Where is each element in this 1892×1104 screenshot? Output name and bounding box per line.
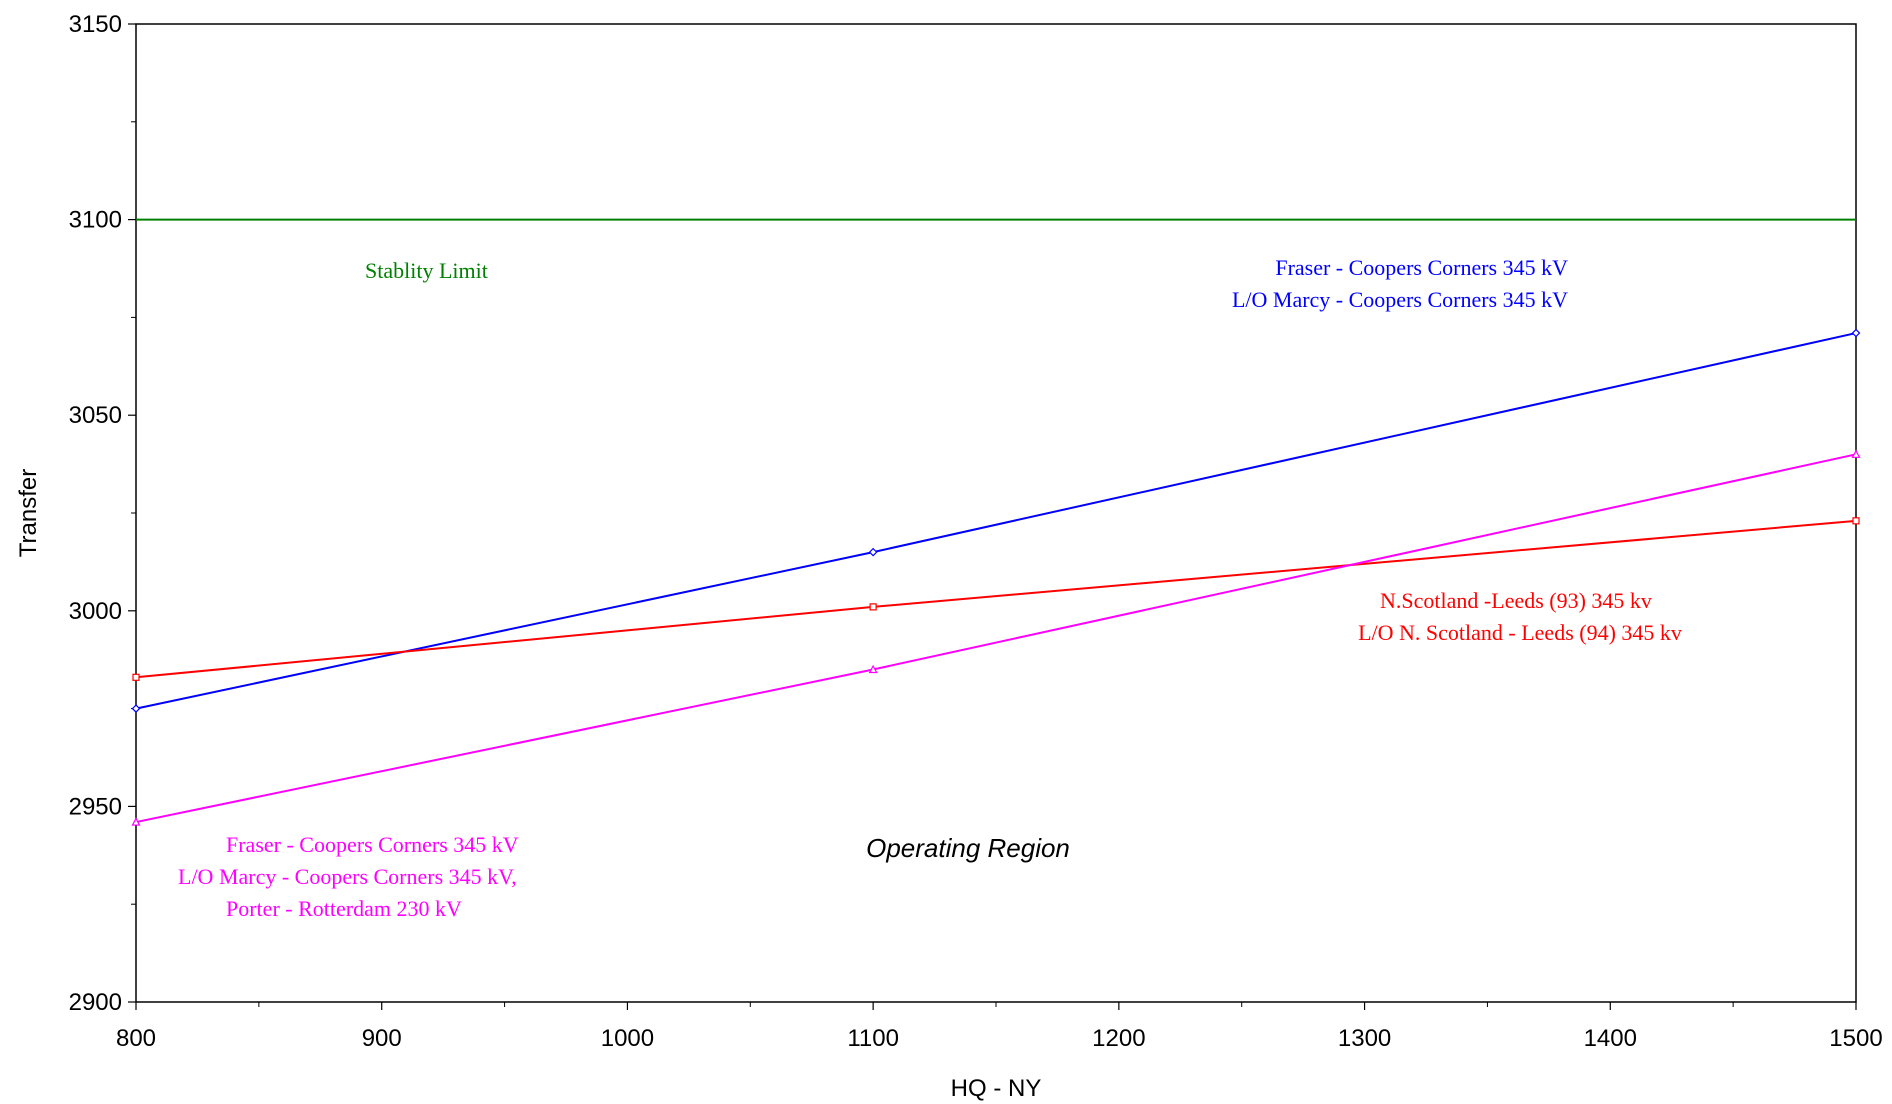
data-point-magenta [131,817,141,826]
x-tick-label: 1400 [1584,1025,1637,1052]
x-tick-label: 1300 [1338,1025,1391,1052]
x-tick-label: 1000 [601,1025,654,1052]
magenta-series-label-line3: Porter - Rotterdam 230 kV [226,896,462,921]
y-tick-label: 3100 [69,207,122,234]
y-axis-title: Transfer [15,469,42,557]
operating-region-label: Operating Region [866,833,1070,863]
axis-tick-labels: 800 900 1000 1100 1200 1300 1400 1500 2900 2950 30… [69,11,1883,1052]
x-tick-label: 1500 [1829,1025,1882,1052]
red-series-label-line1: N.Scotland -Leeds (93) 345 kv [1380,588,1652,613]
y-tick-label: 3150 [69,11,122,38]
red-series-label-line2: L/O N. Scotland - Leeds (94) 345 kv [1358,620,1682,645]
magenta-series-label-line1: Fraser - Coopers Corners 345 kV [226,832,519,857]
stability-limit-label: Stablity Limit [365,258,488,283]
x-tick-label: 900 [362,1025,402,1052]
plot-area [135,23,1857,1003]
blue-series-label-line2: L/O Marcy - Coopers Corners 345 kV [1232,287,1568,312]
magenta-series-label-line2: L/O Marcy - Coopers Corners 345 kV, [178,864,517,889]
y-tick-label: 2900 [69,989,122,1016]
data-point-red [869,603,877,611]
y-tick-label: 3000 [69,598,122,625]
x-axis-title: HQ - NY [951,1075,1042,1102]
x-tick-label: 800 [116,1025,156,1052]
data-point-magenta [1851,449,1861,458]
y-tick-label: 2950 [69,793,122,820]
data-point-red [132,673,140,681]
x-tick-label: 1100 [847,1025,899,1052]
data-point-blue [868,547,878,557]
data-point-magenta [868,664,878,674]
data-markers [131,328,1861,826]
x-tick-label: 1200 [1092,1025,1145,1052]
y-tick-label: 3050 [69,402,122,429]
data-point-red [1852,517,1860,525]
blue-series-label-line1: Fraser - Coopers Corners 345 kV [1275,255,1568,280]
data-point-blue [1851,328,1861,338]
data-point-blue [131,704,141,713]
